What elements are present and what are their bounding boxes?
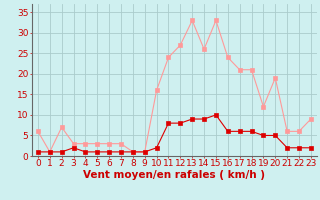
X-axis label: Vent moyen/en rafales ( km/h ): Vent moyen/en rafales ( km/h ): [84, 170, 265, 180]
